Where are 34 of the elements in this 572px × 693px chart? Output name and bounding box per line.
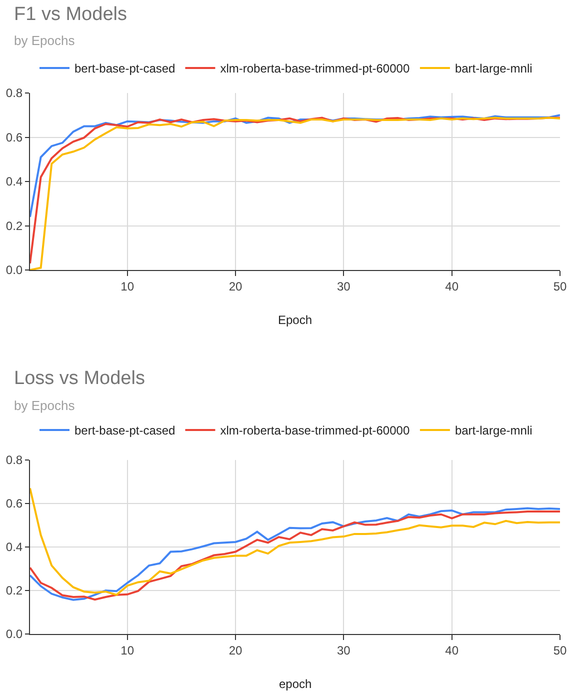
y-tick-label: 0.2	[6, 218, 23, 233]
x-tick-label: 50	[553, 279, 567, 294]
chart-title: Loss vs Models	[14, 368, 145, 389]
x-tick-label: 30	[336, 279, 351, 294]
x-axis-title: Epoch	[278, 313, 312, 327]
x-tick-label: 20	[228, 643, 243, 658]
y-tick-label: 0.8	[6, 86, 23, 100]
chart-subtitle: by Epochs	[14, 33, 76, 48]
x-tick-label: 10	[120, 643, 134, 658]
x-axis-title: epoch	[279, 677, 312, 691]
y-tick-label: 0.6	[6, 130, 23, 144]
legend-label: bert-base-pt-cased	[74, 62, 176, 76]
x-tick-label: 50	[553, 643, 567, 658]
x-tick-label: 40	[445, 279, 459, 294]
y-tick-label: 0.4	[6, 174, 23, 189]
y-tick-label: 0.6	[6, 496, 23, 511]
x-tick-label: 20	[228, 279, 243, 294]
line-series	[30, 114, 560, 218]
y-tick-label: 0.8	[6, 453, 23, 468]
y-tick-label: 0.2	[6, 584, 23, 598]
x-tick-label: 10	[120, 279, 134, 294]
legend-label: bert-base-pt-cased	[74, 424, 176, 438]
legend-label: xlm-roberta-base-trimmed-pt-60000	[220, 424, 410, 438]
y-tick-label: 0.4	[6, 540, 23, 554]
x-tick-label: 40	[445, 643, 459, 658]
y-tick-label: 0.0	[6, 627, 23, 642]
legend-label: bart-large-mnli	[454, 62, 532, 76]
line-series	[30, 487, 560, 596]
legend-label: xlm-roberta-base-trimmed-pt-60000	[220, 62, 410, 76]
y-tick-label: 0.0	[6, 263, 23, 278]
chart-subtitle: by Epochs	[14, 398, 76, 413]
x-tick-label: 30	[336, 643, 351, 658]
chart-title: F1 vs Models	[14, 4, 127, 25]
legend-label: bart-large-mnli	[454, 424, 532, 438]
